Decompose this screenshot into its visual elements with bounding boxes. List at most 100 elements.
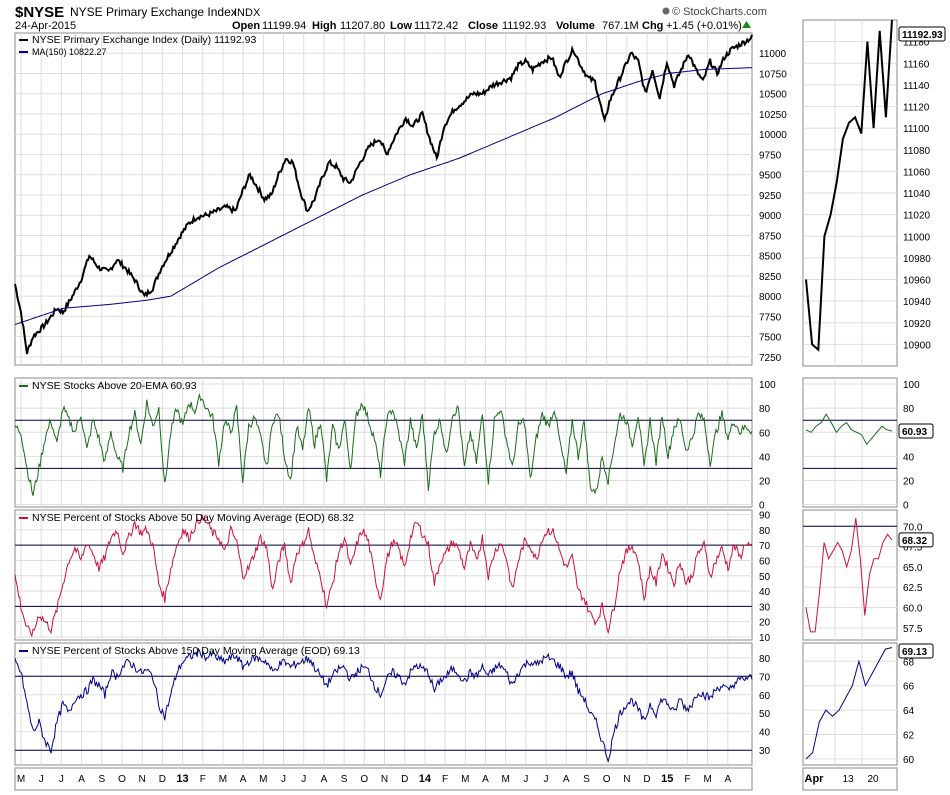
x-tick-label: F <box>442 774 448 785</box>
volume-value: 767.1M <box>602 20 639 32</box>
x-tick-label: M <box>17 774 25 785</box>
x-tick-label: S <box>98 774 105 785</box>
x-tick-label: J <box>59 774 64 785</box>
up-arrow-icon <box>742 21 751 28</box>
y-tick-label: 11000 <box>759 49 787 60</box>
x-tick-label: A <box>240 774 247 785</box>
y-tick-label: 10250 <box>759 110 787 121</box>
volume-label: Volume <box>556 20 595 32</box>
y-tick-label: 10750 <box>759 69 787 80</box>
zoom-y-tick-label: 80 <box>903 404 915 415</box>
zoom-y-tick-label: 11160 <box>903 59 930 70</box>
high-value: 11207.80 <box>340 20 385 32</box>
chg-value: +1.45 (+0.01%) <box>666 20 742 32</box>
y-tick-label: 50 <box>759 709 771 720</box>
y-tick-label: 9000 <box>759 211 782 222</box>
x-tick-label: M <box>259 774 267 785</box>
low-value: 11172.42 <box>414 20 458 32</box>
y-tick-label: 40 <box>759 728 771 739</box>
watermark: © StockCharts.com <box>672 6 767 18</box>
panel-frame <box>14 642 753 766</box>
zoom-x-tick-label: 20 <box>867 774 879 785</box>
x-tick-label: M <box>501 774 509 785</box>
zoom-y-tick-label: 0 <box>903 501 909 512</box>
zoom-y-tick-label: 11080 <box>903 146 931 157</box>
main-chart-area: 1100010750105001025010000975095009250900… <box>14 32 787 791</box>
zoom-y-tick-label: 40 <box>903 452 915 463</box>
series-line-ma150 <box>14 647 753 764</box>
zoom-y-tick-label: 68 <box>903 657 915 668</box>
y-tick-label: 10000 <box>759 130 787 141</box>
zoom-x-tick-label: Apr <box>805 773 825 785</box>
y-tick-label: 9750 <box>759 150 782 161</box>
zoom-y-tick-label: 70.0 <box>903 522 923 533</box>
zoom-x-tick-label: 13 <box>842 774 854 785</box>
x-tick-label: F <box>200 774 206 785</box>
zoom-y-tick-label: 57.5 <box>903 624 923 635</box>
zoom-x-axis-frame <box>802 767 898 791</box>
panel-frame <box>14 32 753 366</box>
y-tick-label: 9250 <box>759 191 782 202</box>
zoom-y-tick-label: 11100 <box>903 124 930 135</box>
high-label: High <box>312 20 337 32</box>
series-line-ema20 <box>14 392 753 496</box>
zoom-y-tick-label: 66 <box>903 682 915 693</box>
x-tick-label: O <box>360 774 368 785</box>
last-value-box <box>898 532 934 548</box>
last-value-label: 68.32 <box>902 536 927 547</box>
zoom-y-tick-label: 11000 <box>903 232 931 243</box>
zoom-panel-1: 11180 11160 11140 11120 11100 11080 11060 11040… <box>802 19 946 367</box>
series-line-ma50 <box>14 514 753 638</box>
zoom-y-tick-label: 10900 <box>903 340 931 351</box>
x-tick-label: J <box>39 774 44 785</box>
x-tick-label: 13 <box>176 773 188 785</box>
zoom-y-tick-label: 11020 <box>903 211 931 222</box>
x-tick-label: 14 <box>419 773 432 785</box>
zoom-y-tick-label: 60 <box>903 755 915 766</box>
open-value: 11199.94 <box>262 20 306 32</box>
index-name: NYSE Primary Exchange Index <box>70 5 237 19</box>
zoom-y-tick-label: 11040 <box>903 189 931 200</box>
x-tick-label: O <box>118 774 126 785</box>
zoom-panel-2: 10080604020060.93 <box>802 377 934 512</box>
y-tick-label: 10 <box>759 633 771 644</box>
legend-ma: MA(150) 10822.27 <box>32 47 107 57</box>
x-tick-label: M <box>703 774 711 785</box>
y-tick-label: 50 <box>759 572 771 583</box>
zoom-y-tick-label: 10980 <box>903 254 931 265</box>
x-tick-label: J <box>301 774 306 785</box>
y-tick-label: 60 <box>759 691 771 702</box>
y-tick-label: 8250 <box>759 272 782 283</box>
last-value-label: 69.13 <box>902 647 927 658</box>
y-tick-label: 9500 <box>759 171 782 182</box>
open-label: Open <box>232 20 260 32</box>
zoom-series-line <box>805 647 893 760</box>
x-tick-label: D <box>159 774 166 785</box>
x-tick-label: A <box>482 774 489 785</box>
y-tick-label: 7500 <box>759 333 782 344</box>
y-tick-label: 100 <box>759 380 776 391</box>
y-tick-label: 30 <box>759 602 771 613</box>
series-line-ma-150- <box>14 67 752 325</box>
y-tick-label: 80 <box>759 654 771 665</box>
x-tick-label: J <box>281 774 286 785</box>
x-tick-label: M <box>461 774 469 785</box>
zoom-y-tick-label: 62.5 <box>903 583 923 594</box>
last-value-box <box>898 643 934 659</box>
zoom-y-tick-label: 10960 <box>903 276 931 287</box>
panel-title: NYSE Percent of Stocks Above 150 Day Mov… <box>32 645 360 657</box>
panel-1: 11000 10750 10500 10250 10000 9750 9500 9250 900… <box>14 32 787 366</box>
panel-frame <box>14 509 753 641</box>
y-tick-label: 70 <box>759 672 771 683</box>
x-tick-label: 15 <box>661 773 673 785</box>
last-value-label: 60.93 <box>902 427 927 438</box>
zoom-series-line <box>805 518 893 633</box>
y-tick-label: 8750 <box>759 231 782 242</box>
x-tick-label: A <box>563 774 570 785</box>
x-tick-label: A <box>78 774 85 785</box>
zoom-series-line <box>805 19 893 352</box>
y-tick-label: 80 <box>759 404 771 415</box>
panel-title: NYSE Percent of Stocks Above 50 Day Movi… <box>32 512 354 524</box>
x-tick-label: J <box>544 774 549 785</box>
